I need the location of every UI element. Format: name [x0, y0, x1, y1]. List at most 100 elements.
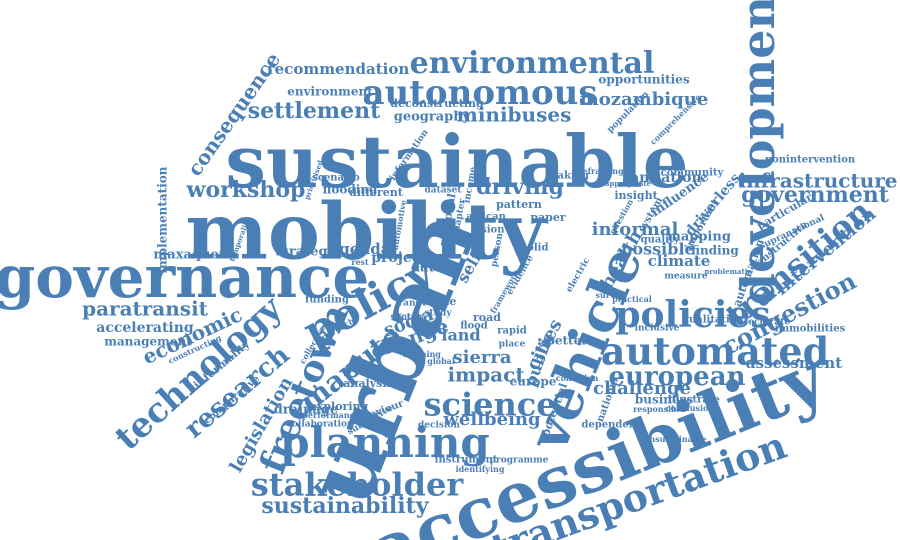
word-nonintervention: nonintervention — [765, 155, 856, 166]
word-qualitative: qualitative — [682, 315, 742, 326]
word-dependent: dependent — [581, 420, 641, 431]
word-infrastructure: infrastructure — [738, 169, 897, 193]
word-planning: planning — [280, 418, 489, 467]
word-african: african — [466, 212, 506, 223]
word-development: development — [731, 0, 785, 305]
word-deconstructing: deconstructing — [390, 97, 484, 110]
word-survey: survey — [596, 290, 625, 300]
word-project: project — [371, 250, 427, 266]
word-identifying: identifying — [456, 464, 505, 474]
word-future: future — [398, 312, 426, 322]
word-europe: europe — [510, 375, 557, 389]
word-pattern: pattern — [496, 198, 542, 211]
word-rapid: rapid — [497, 326, 527, 337]
word-science: science — [423, 386, 556, 424]
word-maxaquene: maxaquene — [154, 248, 237, 263]
word-impact: impact — [447, 363, 525, 387]
word-exploring: exploring — [310, 400, 369, 413]
word-settlement: settlement — [248, 98, 381, 124]
word-data: data — [411, 261, 444, 276]
word-sierra: sierra — [452, 347, 511, 368]
word-mapping: mapping — [667, 230, 731, 245]
word-paratransit: paratransit — [82, 297, 209, 321]
word-solid: solid — [522, 243, 549, 254]
word-sustainability: sustainability — [261, 493, 429, 519]
word-land: land — [441, 326, 480, 345]
word-directorate: directorate — [734, 318, 791, 328]
word-vision: vision — [471, 225, 506, 236]
word-challenge: challenge — [593, 378, 691, 399]
word-opportunities: opportunities — [598, 73, 689, 87]
word-policies: policies — [615, 294, 770, 336]
word-road: road — [473, 311, 501, 324]
word-business: business — [635, 393, 694, 407]
word-flooding: flooding — [323, 183, 378, 197]
word-quality: quality — [641, 235, 681, 246]
word-dataset: dataset — [424, 186, 462, 196]
word-agenda: agenda — [330, 240, 391, 258]
word-stakeholder: stakeholder — [251, 466, 465, 504]
word-geography: geography — [394, 110, 471, 125]
word-sector: sector — [390, 313, 421, 323]
word-global: global — [427, 356, 455, 366]
word-condition: condition — [556, 373, 599, 383]
word-strategic: strategic — [276, 245, 341, 260]
word-funding: funding — [305, 295, 349, 306]
word-mobility: mobility — [185, 187, 547, 278]
word-environmental: environmental — [410, 46, 655, 81]
word-governance: governance — [0, 243, 369, 311]
word-scenario: scenario — [312, 173, 360, 184]
word-different: different — [349, 186, 404, 199]
word-environment: environment — [287, 85, 373, 99]
word-instrument: instrument — [435, 455, 498, 466]
word-recommendation: recommendation — [267, 60, 410, 78]
word-sustainable: sustainable — [225, 119, 688, 204]
word-assessment: assessment — [746, 354, 842, 372]
word-minibuses: minibuses — [457, 103, 572, 127]
word-mozambique: mozambique — [580, 89, 709, 110]
word-drainage: drainage — [274, 403, 339, 418]
word-range: range — [398, 299, 427, 309]
word-automated: automated — [601, 329, 829, 374]
word-performance: performance — [302, 410, 359, 420]
word-practical: practical — [612, 294, 652, 304]
word-sanitation: sanitation — [622, 170, 701, 186]
word-climate: climate — [648, 252, 711, 270]
word-informal: informal — [592, 219, 679, 240]
word-insight: insight — [614, 189, 658, 202]
word-responsible: responsible — [633, 404, 685, 414]
word-flood: flood — [460, 321, 488, 332]
word-autonomous: autonomous — [362, 73, 597, 113]
word-government: government — [741, 182, 890, 208]
word-illustrate: illustrate — [668, 395, 720, 406]
word-place: place — [499, 340, 526, 350]
word-decision: decision — [418, 421, 460, 431]
word-community: community — [661, 168, 725, 179]
word-immobilities: immobilities — [775, 324, 846, 335]
word-refraining: refraining — [578, 166, 624, 176]
word-paper: paper — [530, 211, 566, 224]
word-unsustainable: unsustainable — [643, 434, 706, 444]
word-conclusion: conclusion — [666, 403, 715, 413]
word-driving: driving — [476, 174, 564, 200]
word-european: european — [609, 362, 746, 392]
word-appropriate: appropriate — [605, 179, 652, 188]
word-better: better — [546, 334, 588, 348]
word-management: management — [104, 335, 192, 349]
word-possible: possible — [621, 240, 694, 259]
word-learning: learning — [403, 349, 441, 359]
word-analysis: analysis — [343, 377, 392, 390]
word-making: making — [547, 171, 589, 182]
word-programme: programme — [490, 456, 549, 466]
word-waste: waste — [421, 295, 457, 308]
word-wellbeing: wellbeing — [442, 409, 541, 430]
word-inclusive: inclusive — [635, 324, 680, 334]
word-collaboration: collaboration — [286, 420, 354, 430]
word-problematic: problematic — [704, 267, 751, 276]
word-finding: finding — [691, 244, 739, 258]
word-rest: rest — [351, 257, 369, 267]
word-accelerating: accelerating — [96, 320, 194, 336]
word-workshop: workshop — [186, 177, 306, 203]
